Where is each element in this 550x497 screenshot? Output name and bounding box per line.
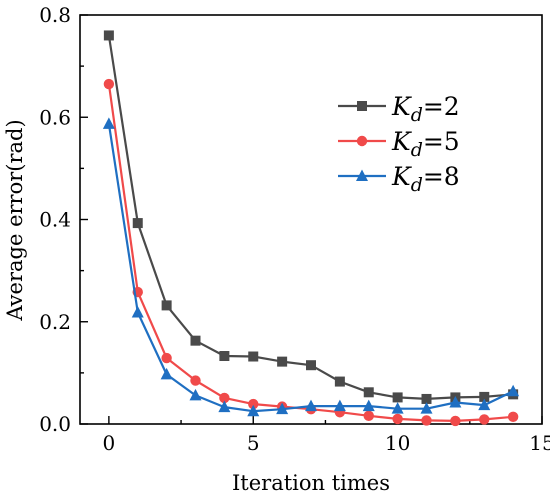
data-point — [219, 351, 230, 362]
data-point — [449, 396, 462, 408]
y-tick-label: 0.8 — [39, 3, 71, 27]
data-point — [219, 392, 230, 404]
data-point — [362, 399, 375, 412]
data-point — [421, 393, 432, 404]
data-point — [334, 376, 345, 387]
data-point — [479, 391, 490, 402]
series-lines — [102, 30, 520, 427]
data-point — [333, 399, 346, 412]
legend-marker — [357, 101, 367, 111]
data-point — [391, 402, 404, 414]
data-point — [247, 404, 260, 417]
x-tick-label: 15 — [529, 431, 550, 455]
x-axis-title: Iteration times — [232, 471, 390, 495]
axis-tick-labels: 0 5 10 15 0.0 0.2 0.4 0.6 0.8 — [39, 3, 550, 455]
data-point — [161, 300, 172, 311]
data-point — [190, 375, 201, 386]
x-tick-label: 10 — [385, 431, 410, 455]
data-point — [190, 335, 201, 346]
legend-label: Kd=2 — [391, 92, 460, 126]
data-point — [276, 402, 289, 415]
data-point — [306, 360, 316, 371]
x-tick-label: 5 — [247, 431, 260, 455]
data-point — [161, 352, 172, 364]
series-3 — [102, 117, 520, 417]
legend: Kd=2Kd=5Kd=8 — [338, 92, 460, 196]
y-tick-label: 0.4 — [39, 208, 71, 232]
axis-ticks — [80, 14, 543, 425]
legend-item: Kd=8 — [338, 162, 460, 196]
data-point — [131, 306, 144, 318]
y-tick-label: 0.2 — [39, 310, 71, 334]
data-point — [363, 387, 374, 398]
data-point — [218, 400, 231, 413]
data-point — [392, 413, 403, 425]
data-point — [103, 30, 114, 41]
series-1 — [103, 30, 519, 404]
data-point — [132, 218, 143, 229]
legend-label: Kd=8 — [391, 162, 460, 196]
legend-item: Kd=2 — [338, 92, 460, 126]
data-point — [160, 367, 173, 380]
data-point — [478, 398, 491, 411]
data-point — [421, 415, 432, 426]
data-point — [479, 414, 490, 425]
data-point — [103, 78, 115, 90]
data-point — [189, 388, 202, 401]
series-2 — [103, 78, 519, 427]
data-point — [507, 411, 519, 423]
series-line — [107, 35, 514, 400]
y-tick-label: 0.6 — [39, 105, 71, 129]
data-point — [305, 399, 317, 412]
data-point — [277, 356, 288, 367]
x-tick-label: 0 — [103, 431, 116, 455]
data-point — [248, 351, 259, 362]
legend-marker — [356, 169, 368, 181]
y-axis-title: Average error(rad) — [3, 119, 27, 321]
data-point — [363, 410, 374, 422]
data-point — [102, 117, 115, 129]
data-point — [248, 398, 259, 410]
legend-label: Kd=5 — [391, 127, 460, 161]
data-point — [507, 384, 520, 397]
data-point — [392, 392, 403, 403]
y-tick-label: 0.0 — [39, 412, 71, 436]
legend-item: Kd=5 — [338, 127, 460, 161]
data-point — [420, 402, 433, 414]
legend-marker — [356, 135, 368, 147]
data-point — [450, 415, 461, 427]
